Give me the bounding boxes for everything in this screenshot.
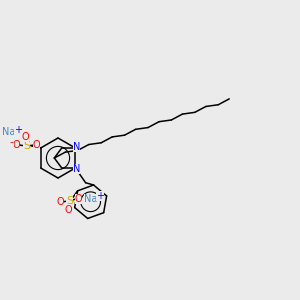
Text: +: + [96,191,104,201]
Text: O: O [57,197,64,207]
Text: Na: Na [84,194,97,204]
Text: O: O [22,132,29,142]
Text: N: N [73,142,80,152]
Text: S: S [66,196,73,206]
Text: +: + [14,125,22,135]
Text: N: N [73,164,80,174]
Text: -: - [10,137,14,147]
Text: O: O [13,140,20,150]
Text: Na: Na [2,127,15,137]
Text: O: O [33,140,40,150]
Text: O: O [75,194,83,204]
Text: O: O [65,205,72,215]
Text: S: S [23,141,30,151]
